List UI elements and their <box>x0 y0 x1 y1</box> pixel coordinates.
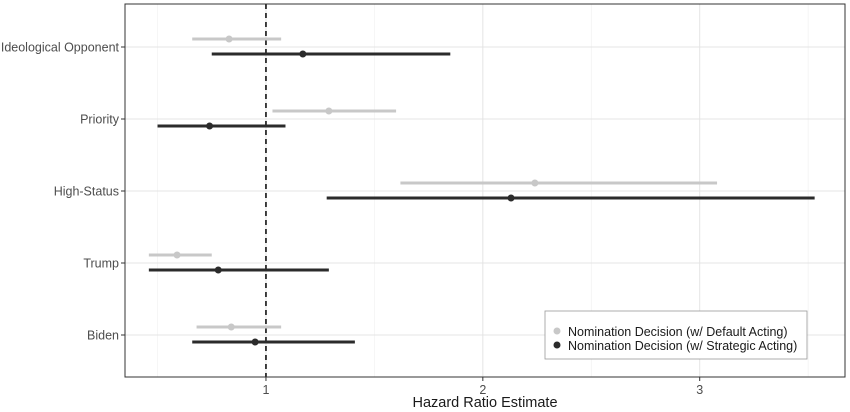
y-tick-label: Trump <box>83 257 119 271</box>
legend-label-strategic-acting: Nomination Decision (w/ Strategic Acting… <box>568 339 797 353</box>
estimate-point <box>325 107 333 115</box>
estimate-point <box>173 251 181 259</box>
y-tick-label: High-Status <box>54 185 119 199</box>
estimate-point <box>531 179 539 187</box>
legend-key-strategic-acting <box>553 341 561 349</box>
x-tick-label: 3 <box>696 383 703 397</box>
y-axis: Ideological Opponent Priority High-Status T… <box>1 41 125 343</box>
x-tick-label: 1 <box>262 383 269 397</box>
legend: Nomination Decision (w/ Default Acting) … <box>544 310 808 360</box>
estimate-point <box>251 338 259 346</box>
legend-key-default-acting <box>553 327 561 335</box>
legend-box <box>544 310 808 360</box>
estimate-point <box>299 50 307 58</box>
x-tick-label: 2 <box>479 383 486 397</box>
estimate-point <box>214 266 222 274</box>
estimate-point <box>225 35 233 43</box>
interval-marks <box>148 35 815 346</box>
legend-label-default-acting: Nomination Decision (w/ Default Acting) <box>568 325 788 339</box>
x-axis-title: Hazard Ratio Estimate <box>412 395 557 411</box>
y-tick-label: Biden <box>87 329 119 343</box>
y-tick-label: Priority <box>80 113 120 127</box>
estimate-point <box>507 194 515 202</box>
x-axis: 1 2 3 <box>262 377 703 397</box>
estimate-point <box>206 122 214 130</box>
estimate-point <box>227 323 235 331</box>
y-tick-label: Ideological Opponent <box>1 41 120 55</box>
